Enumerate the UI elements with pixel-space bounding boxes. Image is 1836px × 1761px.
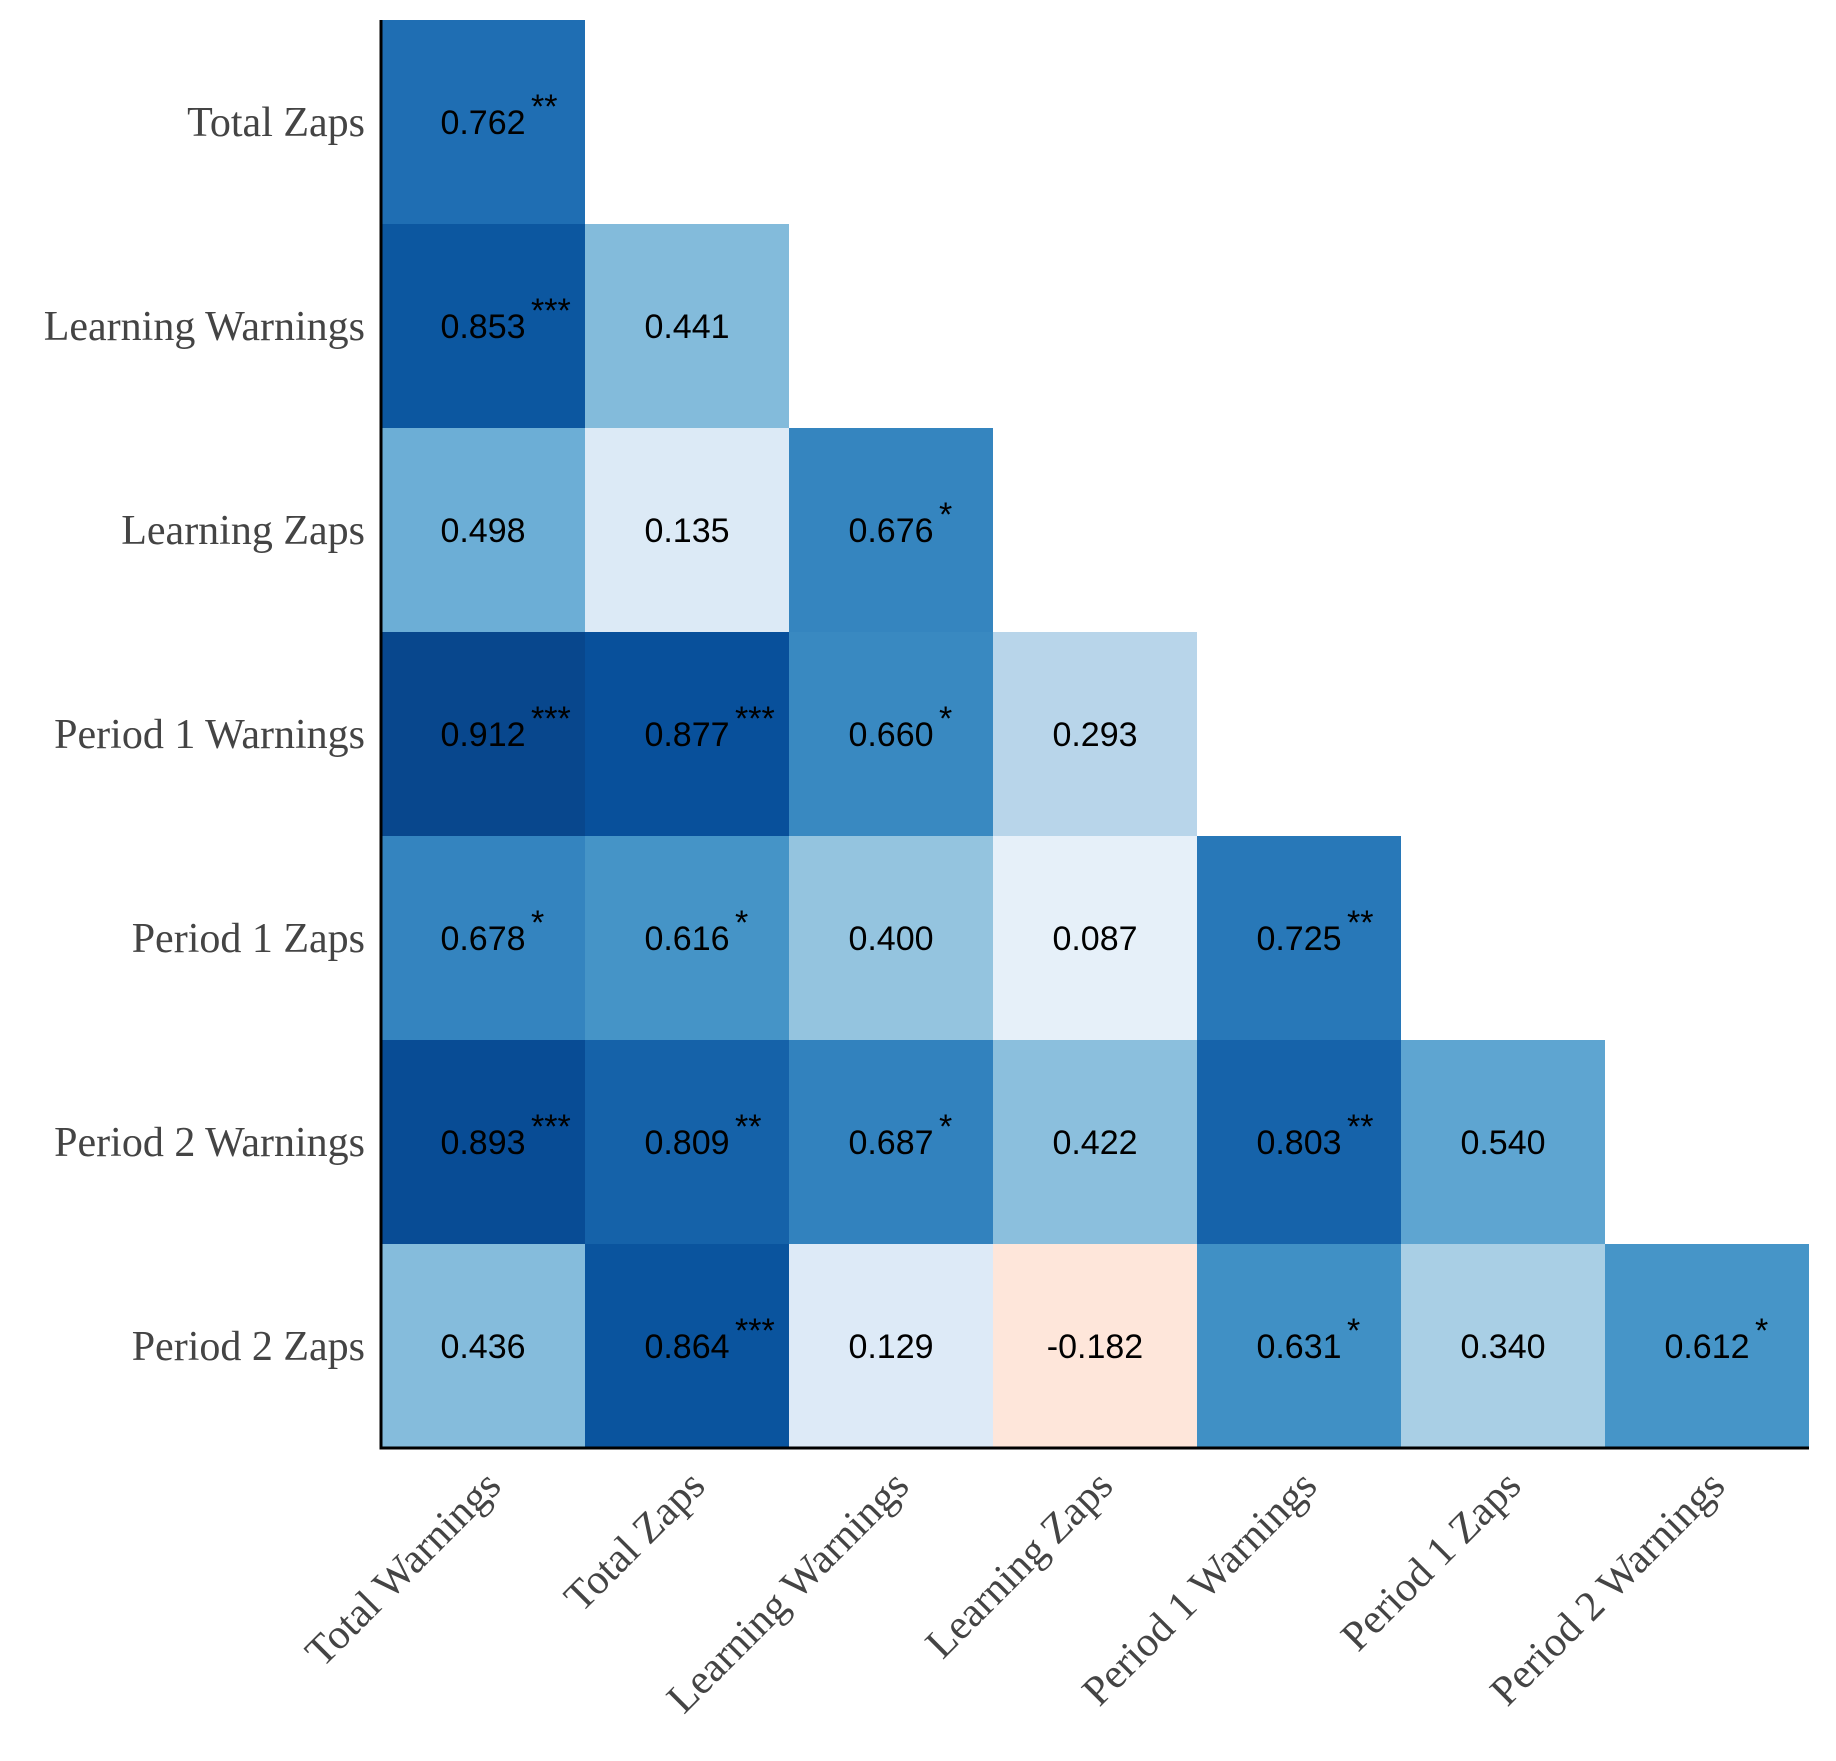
cell-value-label: 0.725 [1256, 920, 1341, 958]
heatmap-cell-r4-c3 [993, 836, 1197, 1040]
heatmap-cell-r6-c6 [1605, 1244, 1809, 1448]
cell-value-label: 0.631 [1256, 1328, 1341, 1366]
cell-significance-stars: * [1755, 1312, 1768, 1350]
cell-value-label: 0.853 [440, 308, 525, 346]
y-tick-label: Period 1 Warnings [54, 712, 365, 758]
heatmap-cell-r6-c3 [993, 1244, 1197, 1448]
heatmap-cell-r1-c1 [585, 224, 789, 428]
cell-value-label: 0.498 [440, 512, 525, 550]
heatmap-cell-r6-c4 [1197, 1244, 1401, 1448]
cell-significance-stars: ** [1347, 904, 1373, 942]
heatmap-cell-r6-c1 [585, 1244, 789, 1448]
cell-significance-stars: * [939, 1108, 952, 1146]
heatmap-cell-r5-c0 [381, 1040, 585, 1244]
cell-value-label: 0.400 [848, 920, 933, 958]
heatmap-cell-r5-c4 [1197, 1040, 1401, 1244]
cell-value-label: 0.912 [440, 716, 525, 754]
heatmap-cell-r6-c5 [1401, 1244, 1605, 1448]
cell-significance-stars: *** [531, 292, 571, 330]
cell-value-label: 0.422 [1052, 1124, 1137, 1162]
y-tick-label: Total Zaps [187, 100, 365, 146]
cell-significance-stars: * [735, 904, 748, 942]
cell-value-label: 0.877 [644, 716, 729, 754]
cell-value-label: 0.436 [440, 1328, 525, 1366]
cell-significance-stars: *** [735, 1312, 775, 1350]
x-tick-label: Learning Zaps [917, 1463, 1122, 1668]
y-tick-label: Learning Zaps [121, 508, 365, 554]
heatmap-cell-r3-c3 [993, 632, 1197, 836]
heatmap-cell-r2-c0 [381, 428, 585, 632]
heatmap-cell-r5-c3 [993, 1040, 1197, 1244]
x-tick-label: Period 1 Zaps [1333, 1463, 1530, 1660]
cell-value-label: 0.612 [1664, 1328, 1749, 1366]
cell-value-label: 0.540 [1460, 1124, 1545, 1162]
cell-value-label: 0.135 [644, 512, 729, 550]
y-tick-label: Period 2 Warnings [54, 1120, 365, 1166]
cell-significance-stars: * [939, 700, 952, 738]
heatmap-cell-r4-c4 [1197, 836, 1401, 1040]
cell-value-label: 0.678 [440, 920, 525, 958]
heatmap-cell-r2-c2 [789, 428, 993, 632]
cell-significance-stars: *** [735, 700, 775, 738]
cell-value-label: 0.803 [1256, 1124, 1341, 1162]
heatmap-cell-r0-c0 [381, 20, 585, 224]
x-tick-label: Total Warnings [297, 1463, 510, 1676]
cell-value-label: 0.129 [848, 1328, 933, 1366]
heatmap-cell-r4-c0 [381, 836, 585, 1040]
cell-value-label: 0.893 [440, 1124, 525, 1162]
cell-significance-stars: ** [735, 1108, 761, 1146]
cell-significance-stars: ** [531, 88, 557, 126]
x-tick-label: Total Zaps [556, 1463, 714, 1621]
cell-significance-stars: * [939, 496, 952, 534]
heatmap-cell-r6-c2 [789, 1244, 993, 1448]
y-tick-label: Period 1 Zaps [132, 916, 365, 962]
heatmap-cell-r3-c0 [381, 632, 585, 836]
cell-value-label: 0.762 [440, 104, 525, 142]
heatmap-cell-r4-c1 [585, 836, 789, 1040]
heatmap-cell-r1-c0 [381, 224, 585, 428]
cell-value-label: 0.087 [1052, 920, 1137, 958]
cell-value-label: 0.340 [1460, 1328, 1545, 1366]
heatmap-cell-r5-c2 [789, 1040, 993, 1244]
heatmap-cell-r3-c1 [585, 632, 789, 836]
cell-significance-stars: ** [1347, 1108, 1373, 1146]
heatmap-cell-r5-c1 [585, 1040, 789, 1244]
cell-value-label: 0.809 [644, 1124, 729, 1162]
cell-value-label: 0.616 [644, 920, 729, 958]
y-tick-label: Learning Warnings [44, 304, 365, 350]
cell-significance-stars: *** [531, 1108, 571, 1146]
cell-value-label: 0.441 [644, 308, 729, 346]
heatmap-cell-r5-c5 [1401, 1040, 1605, 1244]
cell-value-label: 0.676 [848, 512, 933, 550]
cell-value-label: 0.864 [644, 1328, 729, 1366]
cell-significance-stars: * [1347, 1312, 1360, 1350]
cell-value-label: 0.687 [848, 1124, 933, 1162]
y-tick-label: Period 2 Zaps [132, 1324, 365, 1370]
heatmap-cell-r3-c2 [789, 632, 993, 836]
cell-significance-stars: * [531, 904, 544, 942]
heatmap-cells [381, 20, 1809, 1448]
cell-value-label: 0.293 [1052, 716, 1137, 754]
heatmap-cell-r4-c2 [789, 836, 993, 1040]
heatmap-cell-r2-c1 [585, 428, 789, 632]
cell-significance-stars: *** [531, 700, 571, 738]
heatmap-cell-r6-c0 [381, 1244, 585, 1448]
y-axis-tick-labels: Total Zaps Learning Warnings Learning Zaps… [44, 100, 365, 1370]
cell-value-label: -0.182 [1047, 1328, 1143, 1366]
cell-value-label: 0.660 [848, 716, 933, 754]
